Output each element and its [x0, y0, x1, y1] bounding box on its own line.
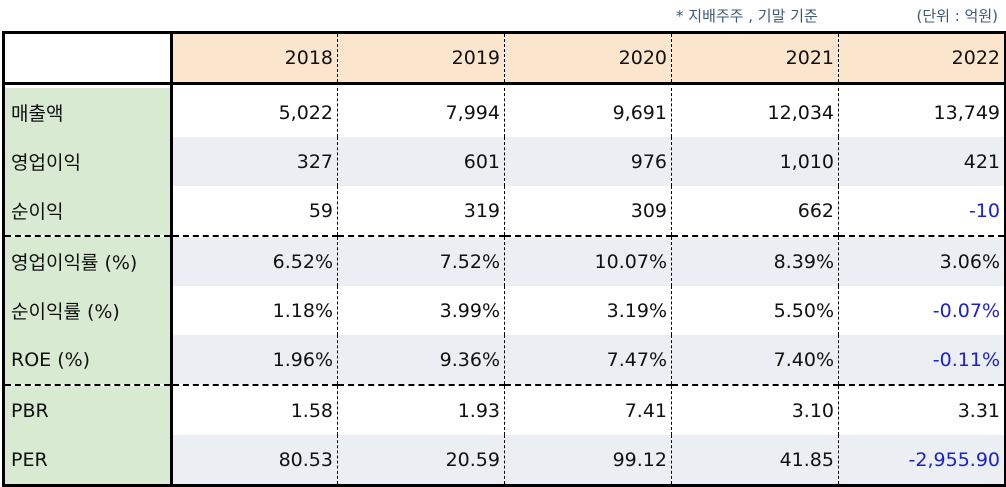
table-cell: 421 [838, 137, 1006, 186]
table-cell: 20.59 [337, 435, 505, 487]
negative-cell: -2,955.90 [838, 435, 1006, 487]
table-cell: 7.47% [504, 335, 672, 385]
negative-cell: -10 [838, 186, 1006, 236]
table-cell: 3.31 [838, 384, 1006, 435]
negative-cell: -0.07% [838, 286, 1006, 335]
table-cell: 41.85 [671, 435, 839, 487]
table-cell: 80.53 [171, 435, 338, 487]
year-header: 2020 [504, 31, 672, 85]
table-row: PER 80.53 20.59 99.12 41.85 -2,955.90 [2, 435, 1006, 487]
table-cell: 1,010 [671, 137, 839, 186]
table-cell: 601 [337, 137, 505, 186]
table-row: ROE (%) 1.96% 9.36% 7.47% 7.40% -0.11% [2, 335, 1006, 385]
row-label: 순이익률 (%) [2, 286, 173, 335]
table-cell: 5,022 [171, 88, 338, 137]
table-row: 순이익 59 319 309 662 -10 [2, 186, 1006, 236]
year-header: 2022 [838, 31, 1006, 85]
corner-cell [2, 31, 173, 85]
year-header: 2021 [671, 31, 839, 85]
table-cell: 1.18% [171, 286, 338, 335]
table-cell: 7.40% [671, 335, 839, 385]
table-cell: 7.41 [504, 384, 672, 435]
table-cell: 1.96% [171, 335, 338, 385]
table-cell: 976 [504, 137, 672, 186]
table-cell: 309 [504, 186, 672, 236]
table-cell: 7.52% [337, 235, 505, 286]
negative-cell: -0.11% [838, 335, 1006, 385]
row-label: 영업이익률 (%) [2, 235, 173, 286]
row-label: 매출액 [2, 88, 173, 137]
table-cell: 327 [171, 137, 338, 186]
table-cell: 662 [671, 186, 839, 236]
table-cell: 7,994 [337, 88, 505, 137]
table-row: 영업이익 327 601 976 1,010 421 [2, 137, 1006, 186]
year-header: 2018 [171, 31, 338, 85]
table-cell: 13,749 [838, 88, 1006, 137]
table-cell: 3.10 [671, 384, 839, 435]
row-label: PBR [2, 384, 173, 435]
table-cell: 12,034 [671, 88, 839, 137]
table-cell: 9,691 [504, 88, 672, 137]
financial-table: 2018 2019 2020 2021 2022 매출액 5,022 7,994… [2, 31, 1006, 487]
row-label: 순이익 [2, 186, 173, 236]
row-label: 영업이익 [2, 137, 173, 186]
year-header: 2019 [337, 31, 505, 85]
table-cell: 9.36% [337, 335, 505, 385]
header-row: 2018 2019 2020 2021 2022 [2, 31, 1006, 85]
unit-note: (단위 : 억원) [916, 7, 999, 25]
table-cell: 99.12 [504, 435, 672, 487]
table-row: 영업이익률 (%) 6.52% 7.52% 10.07% 8.39% 3.06% [2, 235, 1006, 286]
table-row: 매출액 5,022 7,994 9,691 12,034 13,749 [2, 88, 1006, 137]
table-cell: 5.50% [671, 286, 839, 335]
table-row: 순이익률 (%) 1.18% 3.99% 3.19% 5.50% -0.07% [2, 286, 1006, 335]
table-cell: 319 [337, 186, 505, 236]
table-cell: 6.52% [171, 235, 338, 286]
table-cell: 59 [171, 186, 338, 236]
table-cell: 10.07% [504, 235, 672, 286]
table-cell: 1.58 [171, 384, 338, 435]
table-cell: 3.99% [337, 286, 505, 335]
basis-note: * 지배주주 , 기말 기준 [676, 7, 818, 25]
table-cell: 8.39% [671, 235, 839, 286]
table-row: PBR 1.58 1.93 7.41 3.10 3.31 [2, 384, 1006, 435]
table-cell: 3.19% [504, 286, 672, 335]
table-cell: 3.06% [838, 235, 1006, 286]
row-label: ROE (%) [2, 335, 173, 385]
row-label: PER [2, 435, 173, 487]
table-cell: 1.93 [337, 384, 505, 435]
